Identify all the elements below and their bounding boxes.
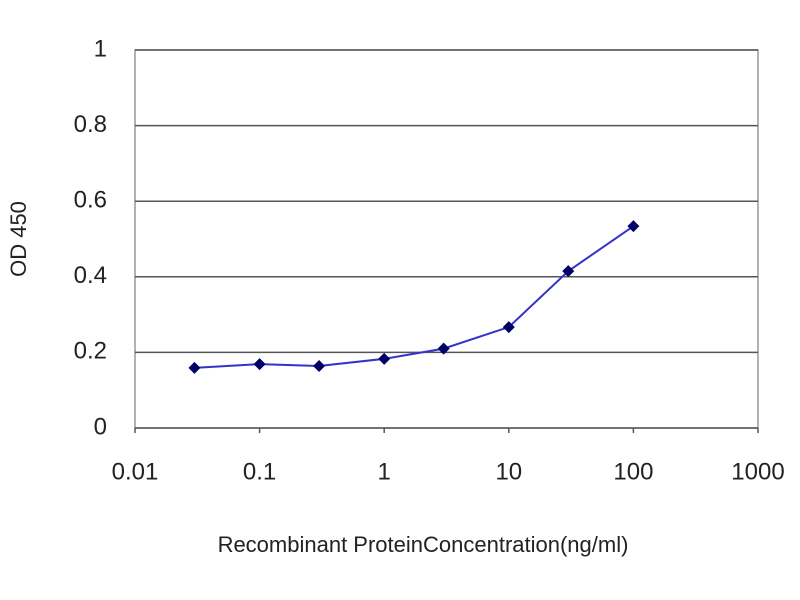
- data-point: [378, 352, 391, 365]
- x-tick-label: 0.1: [243, 458, 276, 485]
- x-axis-title: Recombinant ProteinConcentration(ng/ml): [218, 532, 629, 557]
- y-tick-label: 1: [94, 35, 107, 62]
- data-point: [627, 220, 640, 233]
- y-tick-label: 0.8: [74, 111, 107, 138]
- data-point: [562, 265, 575, 278]
- data-point: [188, 361, 201, 374]
- x-tick-label: 1000: [731, 458, 784, 485]
- plot-area: [134, 49, 759, 429]
- x-tick-label: 0.01: [112, 458, 159, 485]
- data-point: [437, 342, 450, 355]
- data-point: [253, 358, 266, 371]
- x-tick-label: 10: [495, 458, 522, 485]
- y-axis-title: OD 450: [6, 201, 31, 277]
- data-point: [502, 321, 515, 334]
- x-tick-label: 1: [378, 458, 391, 485]
- y-tick-label: 0: [94, 413, 107, 440]
- y-tick-label: 0.6: [74, 187, 107, 214]
- data-line: [194, 225, 634, 369]
- data-point: [313, 360, 326, 373]
- y-tick-label: 0.4: [74, 262, 107, 289]
- y-tick-label: 0.2: [74, 338, 107, 365]
- x-tick-label: 100: [613, 458, 653, 485]
